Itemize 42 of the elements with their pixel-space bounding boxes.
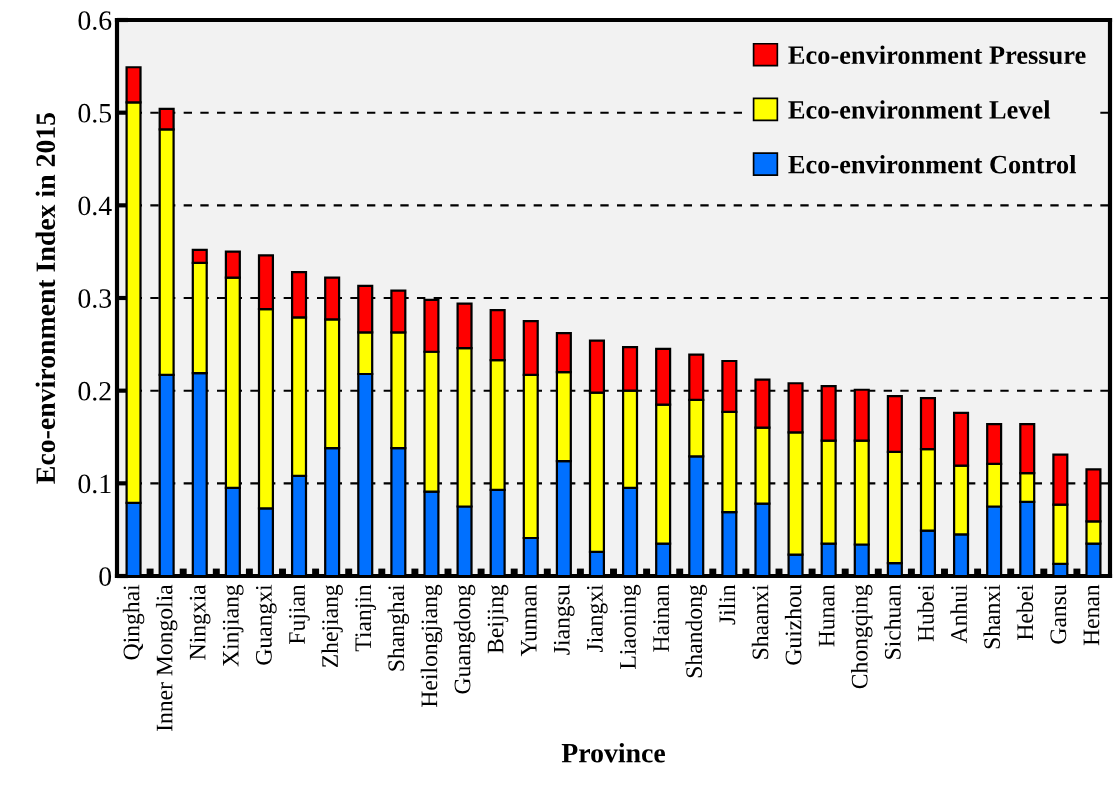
x-tick-label: Chongqing (851, 584, 873, 689)
legend-label: Eco-environment Control (788, 154, 1077, 174)
y-tick-label: 0.5 (78, 103, 112, 123)
x-tick-label: Guizhou (784, 584, 802, 665)
legend-label: Eco-environment Level (788, 100, 1051, 119)
x-tick-label: Shaanxi (751, 584, 769, 659)
x-tick-label: Xinjiang (222, 584, 244, 667)
x-tick-label: Qinghai (122, 584, 145, 660)
y-tick-label: 0.3 (78, 289, 112, 309)
x-tick-label: Tianjin (355, 584, 376, 652)
y-axis-title: Eco-environment Index in 2015 (35, 112, 56, 484)
y-tick-label: 0.2 (78, 381, 111, 401)
x-tick-label: Hainan (653, 584, 670, 652)
x-tick-label: Hubei (917, 584, 934, 642)
x-tick-label: Henan (1083, 584, 1100, 646)
x-tick-label: Anhui (950, 584, 967, 644)
x-tick-label: Shanghai (387, 584, 410, 671)
x-tick-label: Zhejiang (321, 584, 343, 668)
y-tick-label: 0 (99, 567, 112, 586)
y-tick-label: 0.6 (78, 11, 112, 31)
x-tick-label: Liaoning (620, 584, 641, 669)
x-tick-label: Sichuan (884, 584, 901, 659)
x-tick-label: Jiangxi (586, 584, 608, 653)
x-tick-label: Hunan (818, 584, 835, 647)
x-tick-label: Guangxi (255, 584, 277, 665)
x-tick-label: Jiangsu (553, 584, 575, 655)
y-tick-label: 0.1 (78, 474, 111, 494)
x-tick-label: Inner Mongolia (155, 584, 178, 732)
x-tick-label: Heilongjiang (420, 584, 443, 707)
x-tick-label: Beijing (487, 584, 509, 654)
legend-label: Eco-environment Pressure (788, 45, 1086, 65)
x-tick-label: Hebei (1016, 584, 1034, 641)
x-tick-label: Fujian (289, 584, 310, 644)
x-tick-label: Shanxi (983, 584, 1001, 649)
x-tick-label: Shandong (685, 584, 707, 678)
x-tick-label: Yunnan (520, 584, 537, 657)
x-tick-label: Gansu (1050, 584, 1067, 644)
x-tick-label: Guangdong (453, 584, 476, 694)
y-tick-label: 0.4 (78, 196, 112, 216)
x-tick-label: Ningxia (189, 584, 211, 660)
x-tick-label: Jilin (718, 584, 736, 625)
x-axis-title: Province (561, 742, 665, 763)
